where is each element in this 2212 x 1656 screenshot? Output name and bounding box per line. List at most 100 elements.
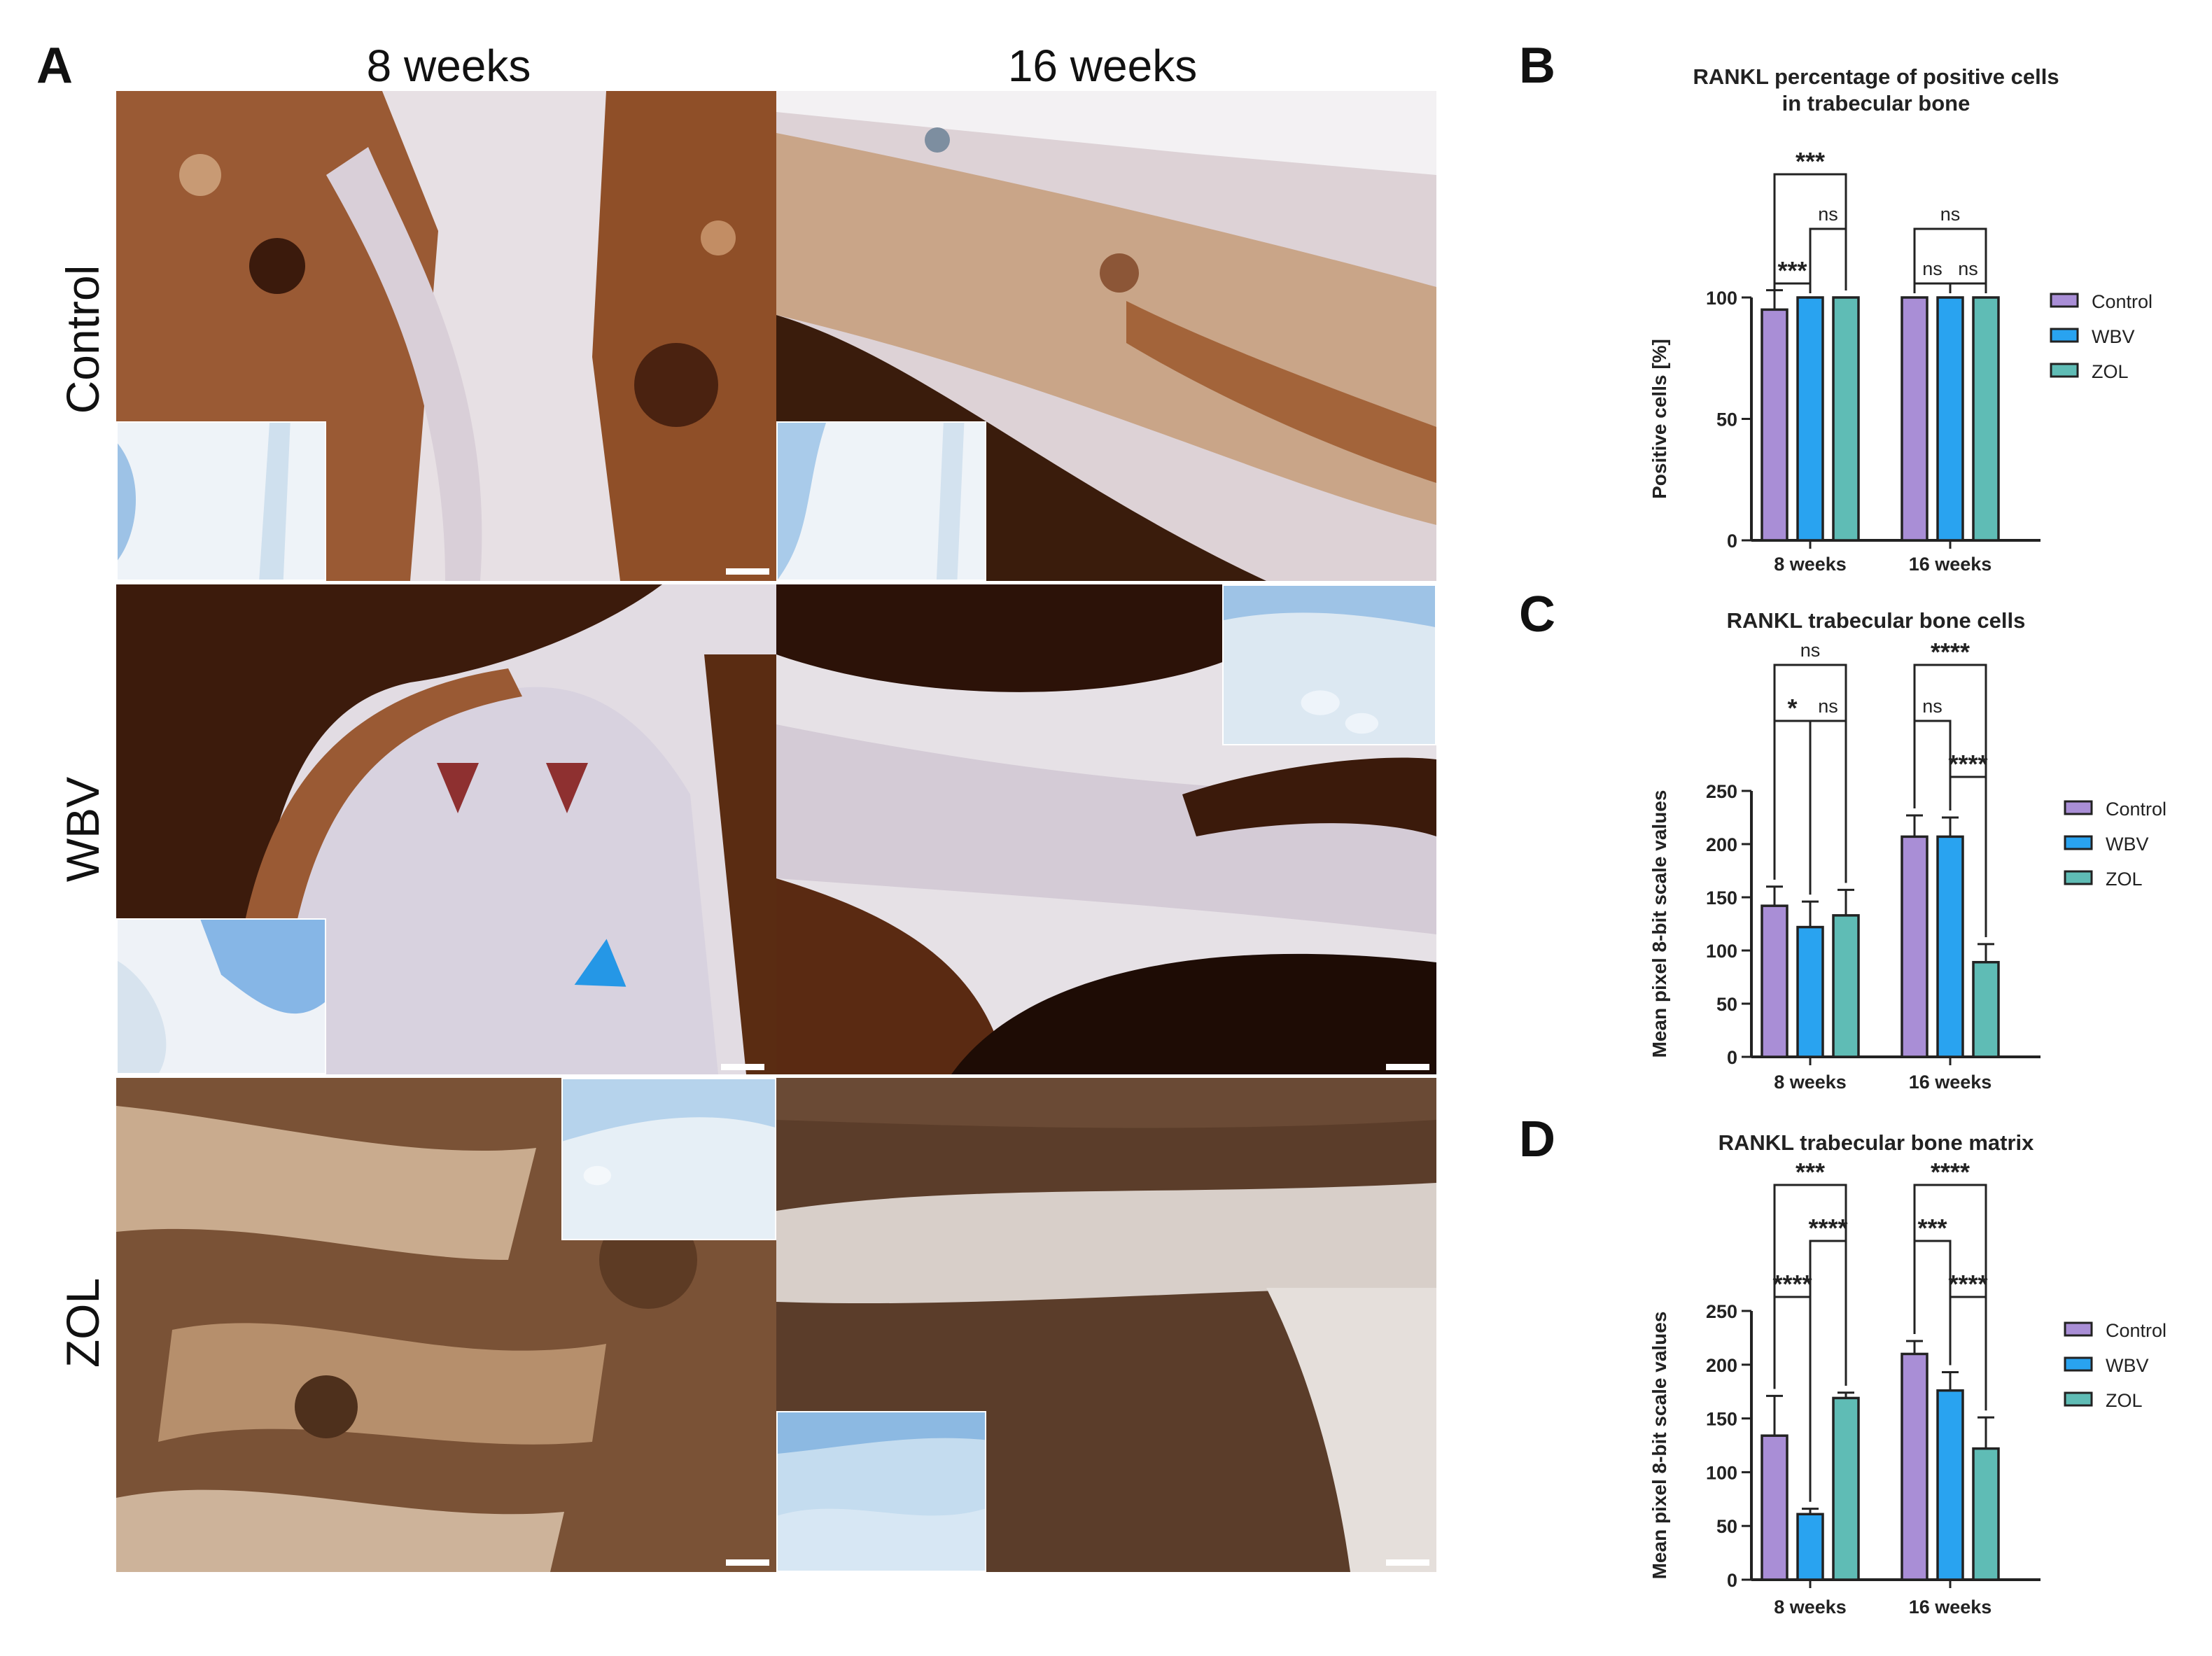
significance-label: * [1787, 694, 1797, 722]
significance-label: **** [1808, 1214, 1847, 1242]
panel-d-letter: D [1519, 1111, 1555, 1167]
significance-label: ns [1818, 696, 1838, 717]
legend-label-wbv: WBV [2106, 834, 2149, 855]
bar-zol-0 [1832, 914, 1860, 1058]
bar-wbv-0 [1796, 925, 1824, 1058]
y-tick-label: 150 [1706, 887, 1737, 908]
significance-label: ns [1922, 696, 1942, 717]
significance-label: *** [1795, 1158, 1825, 1186]
bar-control-0 [1760, 904, 1788, 1058]
bar-chart-trabecular-bone-matrix: RANKL trabecular bone matrix 0 50 100 150 200… [1561, 1130, 2191, 1641]
row-label-control: Control [57, 265, 108, 414]
significance-bracket [1773, 1296, 1812, 1502]
significance-label: **** [1772, 1270, 1812, 1298]
y-tick-label: 0 [1727, 1047, 1737, 1068]
y-axis-label: Mean pixel 8-bit scale values [1648, 1312, 1670, 1580]
legend-swatch-zol [2050, 363, 2079, 378]
significance-bracket [1809, 720, 1847, 895]
row-label-zol: ZOL [57, 1277, 108, 1368]
column-header-16-weeks: 16 weeks [1007, 41, 1198, 91]
significance-bracket [1949, 776, 1987, 937]
significance-label: ns [1940, 204, 1961, 225]
chart-title: RANKL trabecular bone matrix [1718, 1130, 2035, 1155]
legend-swatch-zol [2064, 870, 2093, 885]
y-tick-label: 200 [1706, 1355, 1737, 1376]
y-tick-label: 100 [1706, 941, 1737, 962]
x-tick-label: 16 weeks [1909, 1072, 1992, 1093]
bar-zol-0 [1832, 296, 1860, 542]
scale-bar [1386, 1064, 1429, 1070]
legend-swatch-control [2064, 1321, 2093, 1337]
significance-label: **** [1931, 1158, 1970, 1186]
significance-label: *** [1795, 147, 1825, 176]
x-tick-label: 16 weeks [1909, 554, 1992, 575]
bar-zol-0 [1832, 1396, 1860, 1581]
y-tick-label: 250 [1706, 1301, 1737, 1322]
micrograph-control-16-weeks [776, 91, 1436, 581]
legend-label-control: Control [2092, 291, 2152, 312]
bar-zol-1 [1972, 296, 2000, 542]
negative-control-inset [776, 1411, 986, 1572]
bar-control-1 [1900, 1352, 1928, 1581]
significance-label: ns [1958, 258, 1978, 279]
legend-swatch-wbv [2064, 835, 2093, 850]
chart-svg: RANKL trabecular bone cells 0 50 100 150 200 2… [1648, 608, 2166, 1093]
bar-control-1 [1900, 835, 1928, 1058]
bar-wbv-1 [1936, 296, 1964, 542]
bar-control-0 [1760, 308, 1788, 542]
significance-bracket [1913, 1240, 1952, 1366]
scale-bar [721, 1064, 764, 1070]
significance-bracket [1949, 282, 1987, 293]
significance-label: *** [1917, 1214, 1947, 1242]
bar-wbv-0 [1796, 1513, 1824, 1581]
micrograph-wbv-8-weeks [116, 584, 776, 1074]
legend-swatch-wbv [2050, 328, 2079, 343]
y-axis-label: Positive cells [%] [1648, 339, 1670, 499]
bar-wbv-1 [1936, 835, 1964, 1058]
legend-label-control: Control [2106, 1320, 2166, 1341]
legend-swatch-wbv [2064, 1356, 2093, 1372]
legend-swatch-control [2050, 293, 2079, 308]
significance-bracket [1913, 227, 1987, 290]
row-label-wbv: WBV [57, 776, 108, 883]
bar-control-1 [1900, 296, 1928, 542]
red-arrowhead [546, 763, 588, 813]
bar-chart-trabecular-bone-cells: RANKL trabecular bone cells 0 50 100 150 200 2… [1561, 605, 2191, 1095]
micrograph-zol-8-weeks [116, 1078, 776, 1572]
chart-svg: RANKL trabecular bone matrix 0 50 100 150 200… [1648, 1130, 2166, 1618]
bar-wbv-1 [1936, 1389, 1964, 1581]
legend-label-zol: ZOL [2092, 361, 2129, 382]
legend-label-wbv: WBV [2092, 326, 2135, 347]
significance-label: **** [1948, 750, 1987, 778]
x-tick-label: 8 weeks [1774, 554, 1847, 575]
scale-bar [1386, 1559, 1429, 1566]
scale-bar [726, 1559, 769, 1566]
y-tick-label: 100 [1706, 1462, 1737, 1483]
significance-bracket [1949, 1296, 1987, 1411]
y-tick-label: 50 [1716, 409, 1737, 430]
y-tick-label: 50 [1716, 1516, 1737, 1537]
significance-label: ns [1818, 204, 1838, 225]
significance-label: ns [1922, 258, 1942, 279]
scale-bar [726, 568, 769, 575]
negative-control-inset [116, 421, 326, 581]
bar-zol-1 [1972, 1447, 2000, 1581]
x-tick-label: 8 weeks [1774, 1072, 1847, 1093]
significance-bracket [1913, 282, 1952, 293]
legend-label-control: Control [2106, 799, 2166, 820]
significance-label: ns [1800, 640, 1821, 661]
y-tick-label: 0 [1727, 531, 1737, 552]
significance-label: **** [1931, 638, 1970, 666]
bar-control-0 [1760, 1434, 1788, 1581]
panel-b-letter: B [1519, 38, 1555, 94]
significance-bracket [1773, 720, 1812, 895]
y-tick-label: 200 [1706, 834, 1737, 855]
significance-label: **** [1948, 1270, 1987, 1298]
significance-bracket [1913, 720, 1952, 811]
y-axis-label: Mean pixel 8-bit scale values [1648, 790, 1670, 1058]
x-tick-label: 8 weeks [1774, 1597, 1847, 1618]
bar-chart-positive-cells: RANKL percentage of positive cells in tra… [1561, 63, 2191, 581]
legend-label-wbv: WBV [2106, 1355, 2149, 1376]
x-tick-label: 16 weeks [1909, 1597, 1992, 1618]
chart-title: RANKL percentage of positive cells in tra… [1693, 64, 2059, 115]
